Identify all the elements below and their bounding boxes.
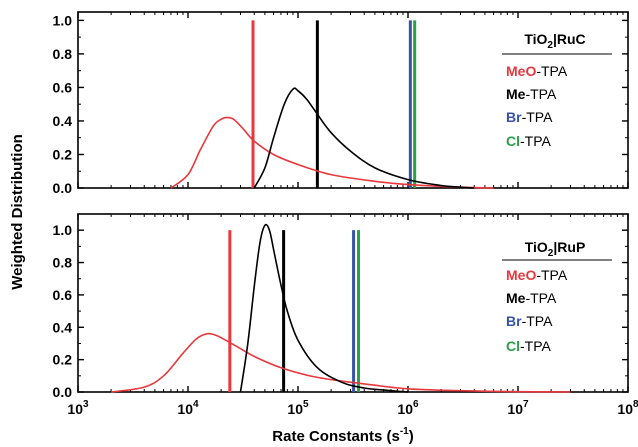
legend-entry: Cl-TPA: [506, 338, 552, 354]
legend-entry: Me-TPA: [506, 290, 557, 306]
legend-entry: Me-TPA: [506, 86, 557, 102]
y-tick-label: 0.2: [53, 352, 73, 368]
x-axis-title: Rate Constants (s-1): [272, 426, 413, 445]
y-axis-title: Weighted Distribution: [9, 134, 26, 290]
plot-frame: [77, 11, 629, 189]
x-tick-label: 104: [177, 399, 199, 417]
y-tick-label: 0.4: [53, 113, 73, 129]
y-tick-label: 0.8: [53, 255, 73, 271]
y-tick-label: 0.0: [53, 180, 73, 196]
series-curve-meo-tpa: [170, 116, 494, 189]
legend-entry: Br-TPA: [506, 313, 553, 329]
y-tick-label: 0.6: [53, 287, 73, 303]
y-tick-label: 1.0: [53, 222, 73, 238]
panel-top: 0.0 0.2 0.4 0.6 0.8 1.0 TiO2|RuC MeO-TPA Me-TPA B…: [53, 11, 629, 196]
y-tick-label: 0.6: [53, 79, 73, 95]
legend-top: TiO2|RuC MeO-TPA Me-TPA Br-TPA Cl-TPA: [492, 22, 618, 158]
x-tick-label: 103: [67, 399, 89, 417]
legend-entry: MeO-TPA: [506, 63, 568, 79]
y-tick-label: 1.0: [53, 12, 73, 28]
series-curve-me-tpa: [253, 87, 475, 189]
y-tick-label: 0.8: [53, 46, 73, 62]
series-curve-meo-tpa: [110, 332, 571, 393]
x-tick-label: 105: [287, 399, 309, 417]
x-tick-label: 107: [507, 399, 529, 417]
y-tick-label: 0.0: [53, 384, 73, 400]
legend-entry: MeO-TPA: [506, 267, 568, 283]
legend-background: [492, 232, 618, 363]
legend-entry: Cl-TPA: [506, 133, 552, 149]
legend-entry: Br-TPA: [506, 109, 553, 125]
legend-title: TiO2|RuP: [525, 239, 586, 259]
panel-bottom: 0.0 0.2 0.4 0.6 0.8 1.0 103 104 105 106 107 108 TiO2…: [53, 213, 638, 417]
legend-bottom: TiO2|RuP MeO-TPA Me-TPA Br-TPA Cl-TPA: [492, 232, 618, 363]
x-tick-label: 108: [617, 399, 638, 417]
x-tick-label: 106: [397, 399, 419, 417]
legend-title: TiO2|RuC: [524, 31, 585, 51]
series-curve-me-tpa: [239, 223, 409, 393]
y-tick-label: 0.4: [53, 319, 73, 335]
legend-background: [492, 22, 618, 158]
y-tick-label: 0.2: [53, 146, 73, 162]
